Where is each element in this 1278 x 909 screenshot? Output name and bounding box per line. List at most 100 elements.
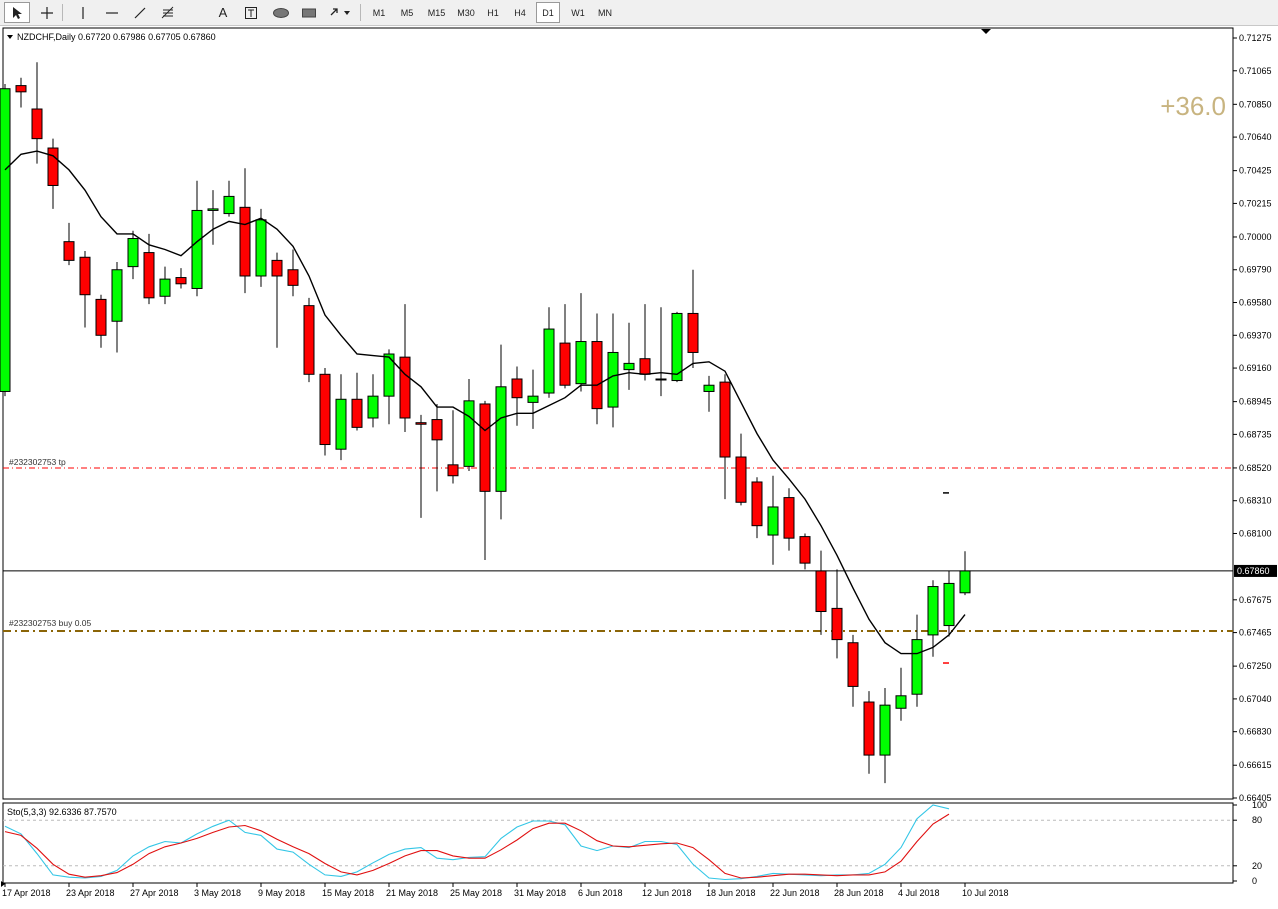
bullish-candle[interactable] [495, 386, 507, 492]
bearish-candle[interactable] [719, 381, 731, 458]
chart-canvas[interactable]: 0.71275 0.71065 0.70850 0.70640 0.70425 0.702… [0, 26, 1278, 909]
bearish-candle[interactable] [287, 269, 299, 286]
timeframe-m30[interactable]: M30 [457, 7, 475, 18]
timeframe-mn[interactable]: MN [598, 7, 612, 18]
bearish-candle[interactable] [351, 398, 363, 428]
bearish-candle[interactable] [783, 497, 795, 539]
bearish-candle[interactable] [15, 85, 27, 93]
bearish-candle[interactable] [319, 373, 331, 446]
bearish-candle[interactable] [31, 108, 43, 140]
bearish-candle[interactable] [175, 277, 187, 285]
bullish-candle[interactable] [383, 353, 395, 397]
bullish-candle[interactable] [911, 639, 923, 695]
arrow-marker-icon[interactable] [325, 2, 357, 23]
price-axis-label: 0.69580 [1239, 298, 1272, 308]
timeframe-h4[interactable]: H4 [514, 7, 526, 18]
fibonacci-icon[interactable] [157, 2, 179, 23]
rectangle-icon[interactable] [297, 2, 321, 23]
bearish-candle[interactable] [415, 422, 427, 425]
bearish-candle[interactable] [239, 206, 251, 277]
bullish-candle[interactable] [703, 384, 715, 392]
price-axis-label: 0.67250 [1239, 661, 1272, 671]
bullish-candle[interactable] [575, 341, 587, 385]
bearish-candle[interactable] [143, 252, 155, 299]
price-axis-label: 0.67040 [1239, 694, 1272, 704]
bearish-candle[interactable] [511, 378, 523, 399]
horizontal-line-icon[interactable] [101, 2, 123, 23]
bearish-candle[interactable] [831, 607, 843, 641]
date-axis-label: 9 May 2018 [258, 888, 305, 898]
timeframe-m1[interactable]: M1 [372, 7, 386, 18]
bearish-candle[interactable] [271, 259, 283, 277]
bullish-candle[interactable] [335, 398, 347, 450]
vertical-line-icon[interactable] [72, 2, 94, 23]
bearish-candle[interactable] [591, 341, 603, 410]
bearish-candle[interactable] [847, 642, 859, 687]
text-icon[interactable]: A [218, 5, 228, 20]
crosshair-icon[interactable] [34, 2, 60, 23]
collapse-arrow-icon[interactable] [7, 35, 13, 39]
bullish-candle[interactable] [463, 400, 475, 467]
bullish-candle[interactable] [655, 378, 667, 381]
stochastic-panel[interactable] [2, 802, 1234, 884]
price-panel[interactable] [2, 27, 1234, 800]
bearish-candle[interactable] [735, 456, 747, 503]
text-label-icon[interactable] [240, 2, 262, 23]
bullish-candle[interactable] [191, 209, 203, 289]
stochastic-signal-line [4, 813, 950, 879]
bullish-candle[interactable] [255, 219, 267, 277]
timeframe-h1[interactable]: H1 [487, 7, 499, 18]
bearish-candle[interactable] [687, 312, 699, 353]
bullish-candle[interactable] [159, 278, 171, 297]
bullish-candle[interactable] [927, 586, 939, 636]
bullish-candle[interactable] [207, 208, 219, 211]
price-axis-label: 0.70215 [1239, 198, 1272, 208]
timeframe-m15[interactable]: M15 [427, 7, 446, 18]
bullish-candle[interactable] [767, 506, 779, 536]
bullish-candle[interactable] [943, 582, 955, 627]
bearish-candle[interactable] [95, 298, 107, 336]
bearish-candle[interactable] [751, 481, 763, 527]
bullish-candle[interactable] [367, 395, 379, 419]
bearish-candle[interactable] [559, 342, 571, 386]
timeframe-d1[interactable]: D1 [536, 2, 560, 23]
bullish-candle[interactable] [623, 362, 635, 371]
bullish-candle[interactable] [543, 328, 555, 394]
bullish-candle[interactable] [223, 195, 235, 215]
bullish-candle[interactable] [671, 312, 683, 382]
bearish-candle[interactable] [303, 305, 315, 375]
bearish-candle[interactable] [79, 256, 91, 296]
bearish-candle[interactable] [799, 536, 811, 564]
ellipse-icon[interactable] [268, 2, 294, 23]
bullish-candle[interactable] [607, 351, 619, 408]
price-axis-label: 0.69790 [1239, 265, 1272, 275]
date-axis-label: 10 Jul 2018 [962, 888, 1009, 898]
bearish-candle[interactable] [639, 358, 651, 375]
arrow-cursor-icon[interactable] [4, 2, 30, 23]
bearish-candle[interactable] [479, 403, 491, 492]
chart-window[interactable]: 0.71275 0.71065 0.70850 0.70640 0.70425 0.702… [0, 26, 1278, 909]
bullish-candle[interactable] [0, 88, 11, 392]
chart-shift-marker-icon[interactable] [981, 29, 991, 34]
bearish-candle[interactable] [447, 464, 459, 477]
bullish-candle[interactable] [895, 695, 907, 709]
trendline-icon[interactable] [129, 2, 151, 23]
date-axis-label: 27 Apr 2018 [130, 888, 179, 898]
bearish-candle[interactable] [399, 356, 411, 419]
price-axis-label: 0.68735 [1239, 429, 1272, 439]
date-axis-label: 12 Jun 2018 [642, 888, 692, 898]
bullish-candle[interactable] [127, 238, 139, 268]
date-axis-label: 21 May 2018 [386, 888, 438, 898]
stoch-axis-label: 80 [1252, 815, 1262, 825]
bullish-candle[interactable] [959, 570, 971, 594]
bearish-candle[interactable] [431, 419, 443, 441]
bearish-candle[interactable] [63, 241, 75, 261]
timeframe-m5[interactable]: M5 [400, 7, 414, 18]
bullish-candle[interactable] [527, 395, 539, 403]
timeframe-w1[interactable]: W1 [571, 7, 585, 18]
bullish-candle[interactable] [879, 704, 891, 756]
bearish-candle[interactable] [863, 701, 875, 756]
bullish-candle[interactable] [111, 269, 123, 322]
bearish-candle[interactable] [47, 147, 59, 186]
bearish-candle[interactable] [815, 570, 827, 613]
